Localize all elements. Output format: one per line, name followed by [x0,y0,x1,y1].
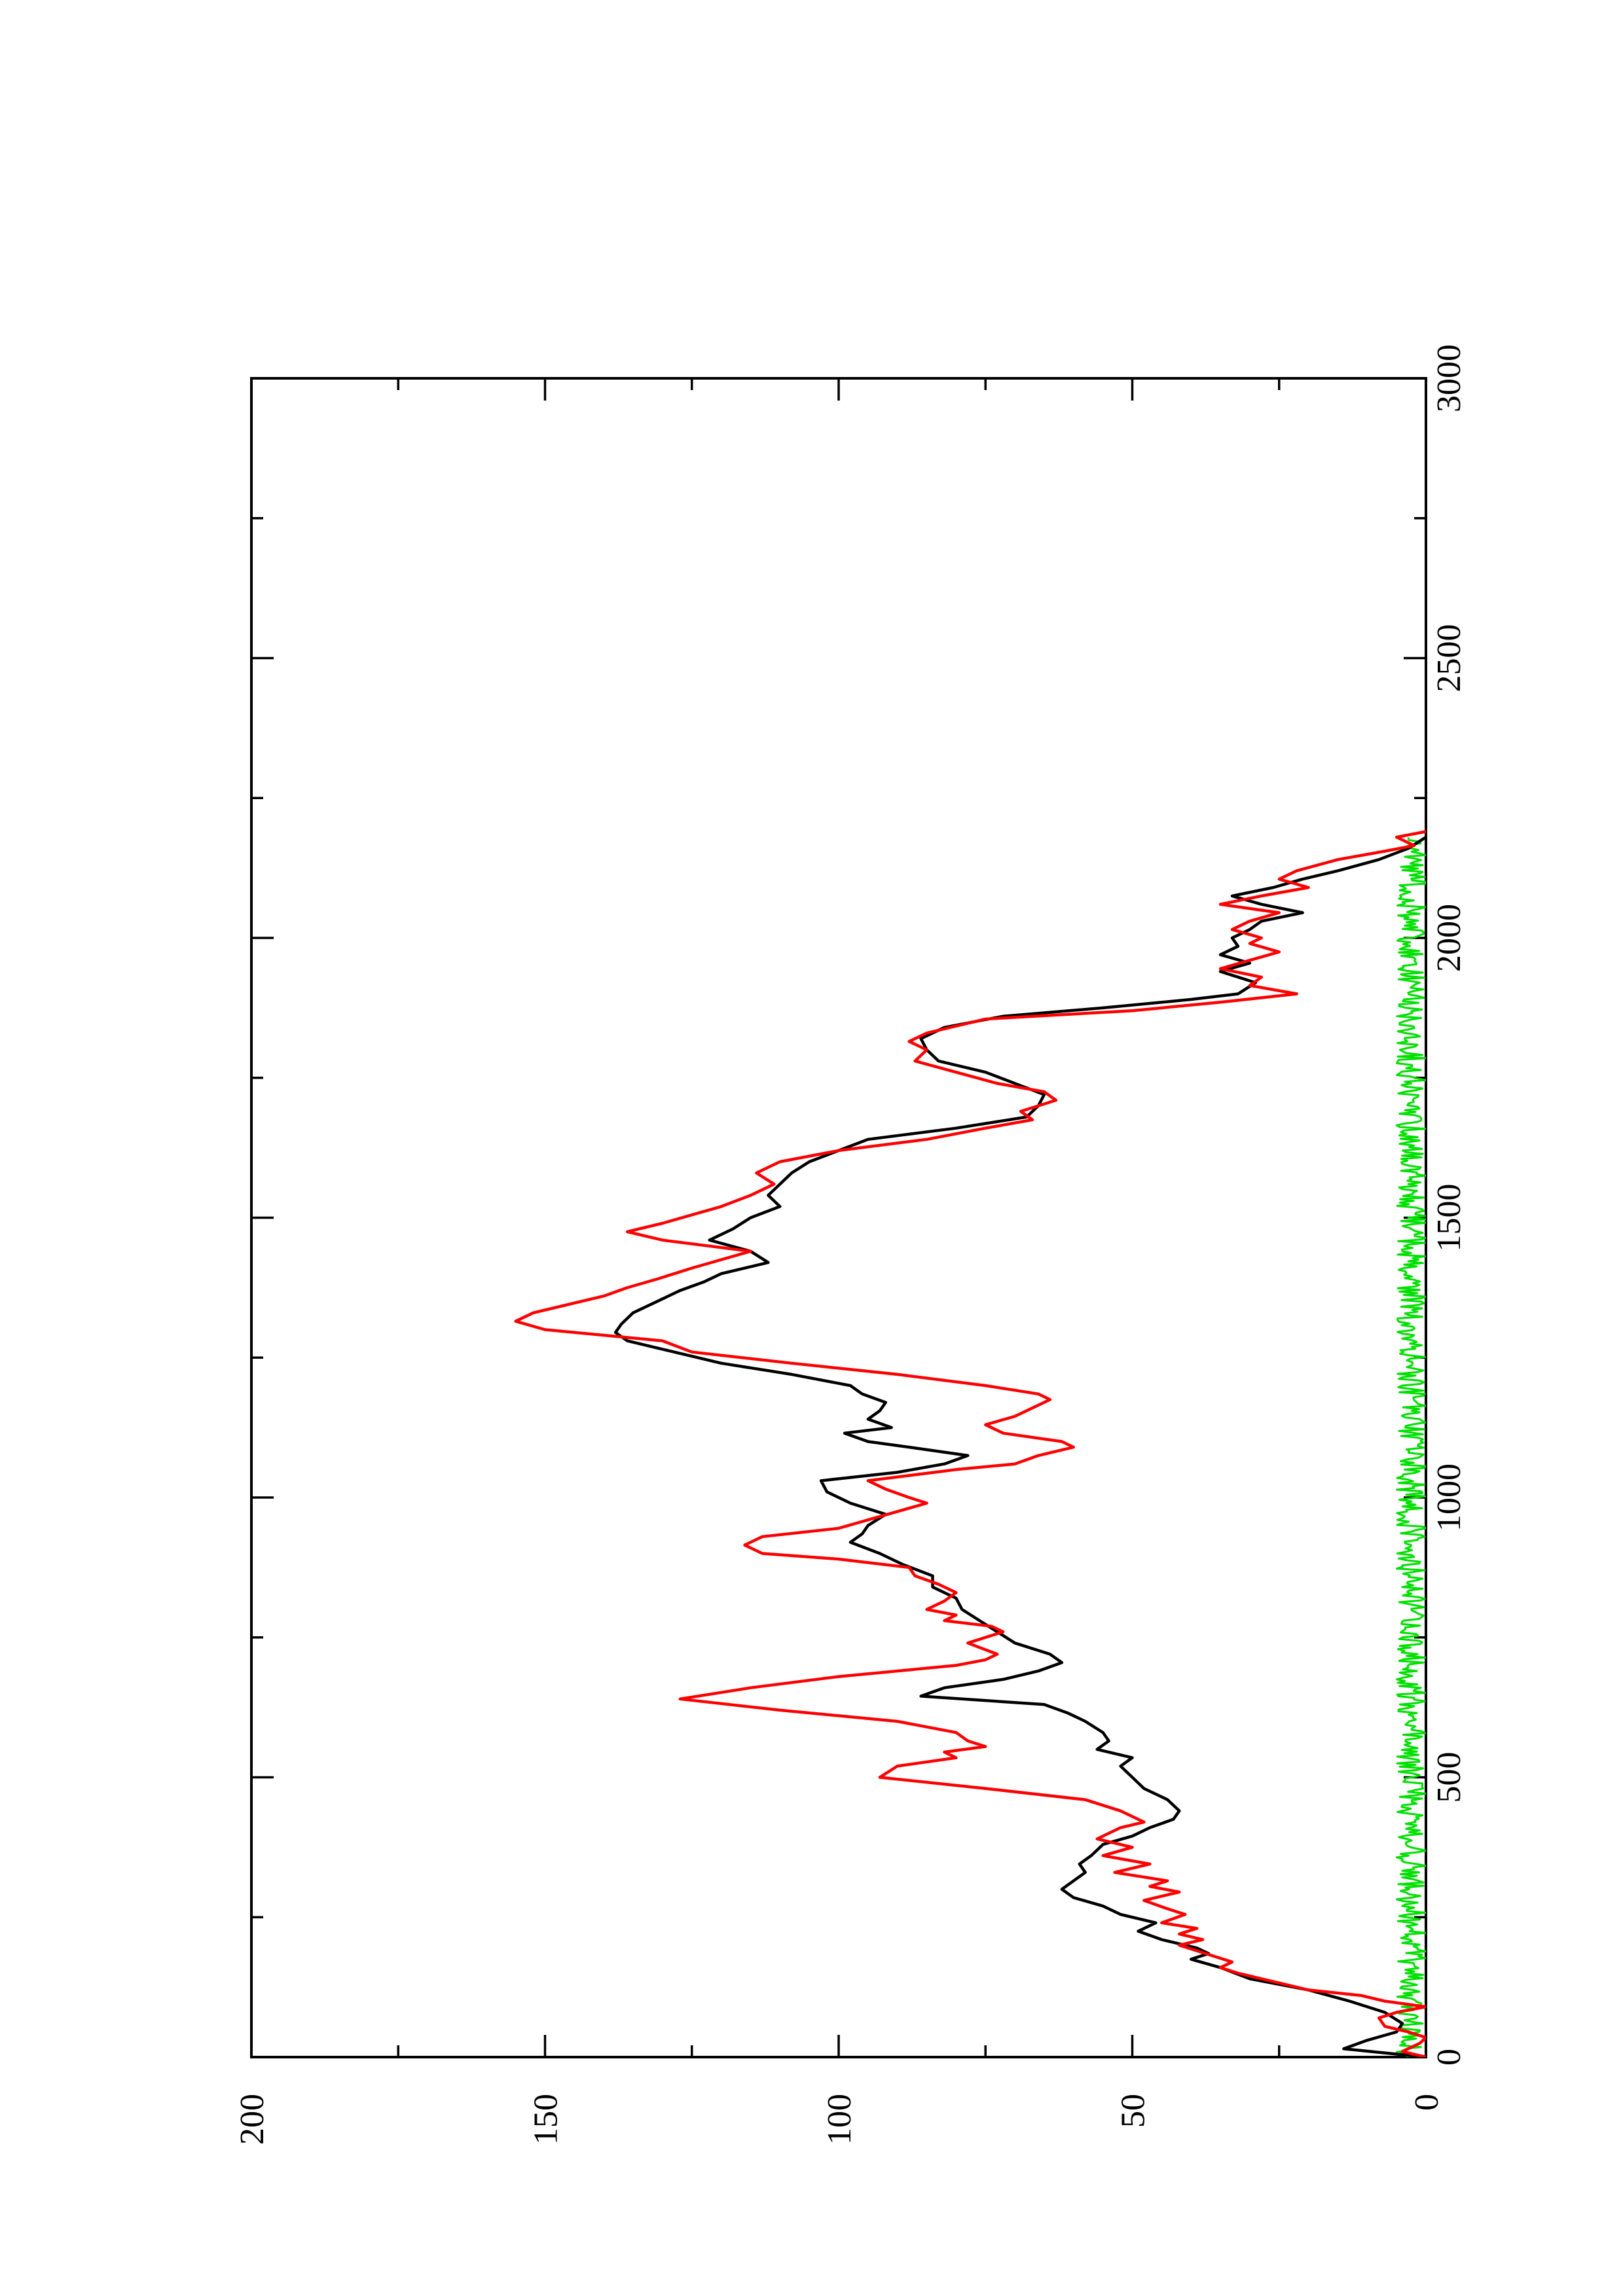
y-tick-label: 150 [528,2094,565,2145]
x-tick-label: 500 [1431,1752,1468,1803]
series-line-red [514,830,1426,2057]
y-tick-label: 200 [234,2094,271,2145]
x-tick-label: 1000 [1431,1463,1468,1532]
plot-frame [250,377,1427,2058]
y-tick-label: 0 [1408,2094,1446,2111]
x-tick-label: 1500 [1431,1184,1468,1252]
series-group [514,830,1426,2057]
y-tick-label: 50 [1115,2094,1152,2128]
x-tick-label: 3000 [1431,344,1468,412]
series-line-black [613,835,1426,2057]
y-tick-label: 100 [821,2094,858,2145]
x-tick-label: 0 [1431,2049,1468,2066]
plot-area: 0 500 1000 1500 2000 2500 3000 0 50 100 150 200 [234,344,1468,2145]
x-tick-label: 2500 [1431,624,1468,692]
x-tick-label: 2000 [1431,904,1468,972]
series-line-green [1395,837,1426,2057]
